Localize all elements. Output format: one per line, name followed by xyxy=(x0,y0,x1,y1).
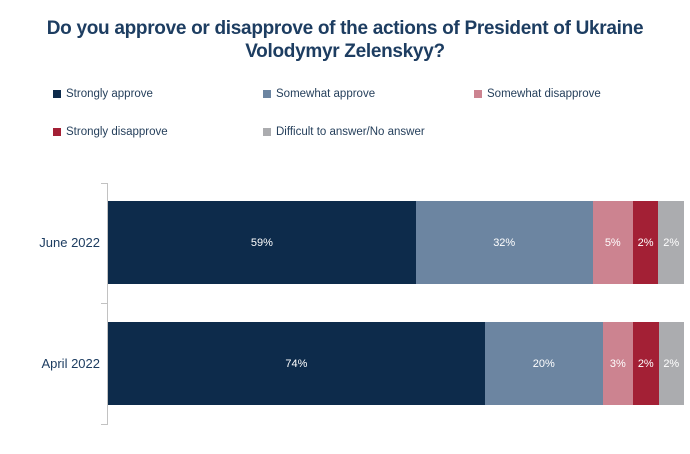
legend-marker-difficult-to-answer xyxy=(263,128,271,136)
stacked-bar-chart: June 2022 59% 32% 5% 2% 2% April 2022 74% 20% 3% 2… xyxy=(0,183,690,425)
bar-segment: 2% xyxy=(633,322,659,405)
legend-item-difficult-to-answer: Difficult to answer/No answer xyxy=(263,126,425,138)
bar-segment: 5% xyxy=(592,201,633,284)
bar-value-label: 5% xyxy=(604,236,621,249)
category-axis-line xyxy=(107,183,108,425)
bar-value-label: 2% xyxy=(637,236,654,249)
legend-marker-somewhat-disapprove xyxy=(474,90,482,98)
legend-label: Difficult to answer/No answer xyxy=(276,126,425,138)
chart-row: April 2022 74% 20% 3% 2% 2% xyxy=(0,322,690,405)
chart-row: June 2022 59% 32% 5% 2% 2% xyxy=(0,201,690,284)
legend-label: Strongly disapprove xyxy=(66,126,168,138)
bar-value-label: 20% xyxy=(532,357,555,370)
axis-tick xyxy=(101,303,107,304)
legend-marker-strongly-approve xyxy=(53,90,61,98)
legend-label: Strongly approve xyxy=(66,88,153,100)
bar-value-label: 2% xyxy=(663,236,680,249)
bar-segment: 74% xyxy=(108,322,485,405)
legend-item-strongly-approve: Strongly approve xyxy=(53,88,153,100)
bar-segment: 59% xyxy=(108,201,416,284)
bar-segment: 32% xyxy=(415,201,593,284)
bar-value-label: 3% xyxy=(609,357,626,370)
stacked-bar: 74% 20% 3% 2% 2% xyxy=(108,322,685,405)
axis-tick xyxy=(101,424,107,425)
bar-segment: 3% xyxy=(602,322,634,405)
legend-label: Somewhat disapprove xyxy=(487,88,601,100)
legend-label: Somewhat approve xyxy=(276,88,376,100)
bar-value-label: 2% xyxy=(637,357,654,370)
legend-item-somewhat-disapprove: Somewhat disapprove xyxy=(474,88,601,100)
category-label: April 2022 xyxy=(41,356,100,371)
bar-value-label: 74% xyxy=(285,357,308,370)
bar-segment: 2% xyxy=(658,322,685,405)
bar-value-label: 2% xyxy=(663,357,680,370)
legend-item-strongly-disapprove: Strongly disapprove xyxy=(53,126,168,138)
axis-tick xyxy=(101,183,107,184)
legend-marker-somewhat-approve xyxy=(263,90,271,98)
chart-title: Do you approve or disapprove of the acti… xyxy=(46,18,644,62)
stacked-bar: 59% 32% 5% 2% 2% xyxy=(108,201,685,284)
bar-segment: 20% xyxy=(484,322,603,405)
bar-segment: 2% xyxy=(632,201,659,284)
legend-marker-strongly-disapprove xyxy=(53,128,61,136)
legend-item-somewhat-approve: Somewhat approve xyxy=(263,88,375,100)
bar-segment: 2% xyxy=(658,201,685,284)
bar-value-label: 32% xyxy=(493,236,516,249)
bar-value-label: 59% xyxy=(250,236,273,249)
category-label: June 2022 xyxy=(39,235,100,250)
